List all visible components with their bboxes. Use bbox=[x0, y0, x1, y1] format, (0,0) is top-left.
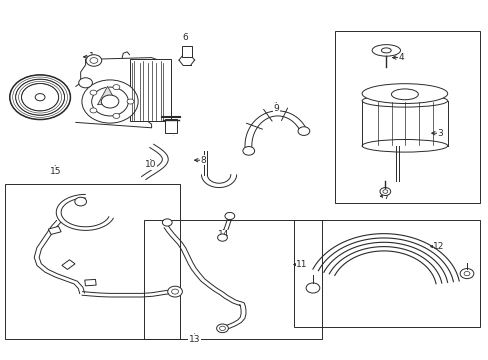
Circle shape bbox=[243, 147, 254, 155]
Text: 13: 13 bbox=[188, 335, 200, 343]
Text: 10: 10 bbox=[144, 161, 156, 169]
Text: 1: 1 bbox=[89, 52, 95, 61]
Ellipse shape bbox=[361, 94, 447, 107]
Circle shape bbox=[10, 75, 70, 120]
Polygon shape bbox=[98, 86, 117, 104]
Ellipse shape bbox=[92, 87, 128, 116]
Ellipse shape bbox=[390, 89, 418, 100]
Bar bbox=[294, 220, 479, 327]
Circle shape bbox=[219, 326, 225, 330]
Text: 5: 5 bbox=[170, 125, 176, 134]
Ellipse shape bbox=[82, 80, 138, 123]
Bar bbox=[182, 46, 191, 57]
Bar bbox=[48, 226, 61, 234]
Circle shape bbox=[113, 85, 120, 90]
Text: 4: 4 bbox=[397, 53, 403, 62]
Bar bbox=[84, 279, 96, 286]
Circle shape bbox=[297, 127, 309, 135]
Polygon shape bbox=[76, 58, 171, 128]
Text: 8: 8 bbox=[200, 156, 205, 165]
Text: 3: 3 bbox=[436, 129, 442, 138]
Circle shape bbox=[127, 99, 134, 104]
Circle shape bbox=[217, 234, 227, 241]
Circle shape bbox=[75, 197, 86, 206]
Circle shape bbox=[101, 95, 119, 108]
Circle shape bbox=[382, 190, 387, 193]
Text: 9: 9 bbox=[273, 104, 279, 112]
Circle shape bbox=[90, 58, 98, 63]
Circle shape bbox=[379, 188, 390, 195]
Bar bbox=[165, 119, 177, 133]
Ellipse shape bbox=[361, 139, 447, 152]
Circle shape bbox=[224, 212, 234, 220]
Ellipse shape bbox=[371, 45, 400, 56]
Circle shape bbox=[459, 269, 473, 279]
Text: 2: 2 bbox=[28, 102, 34, 111]
Bar bbox=[62, 260, 75, 269]
Circle shape bbox=[79, 78, 92, 88]
Text: 15: 15 bbox=[49, 166, 61, 175]
Circle shape bbox=[21, 84, 59, 111]
Circle shape bbox=[16, 79, 64, 115]
Text: 12: 12 bbox=[432, 242, 444, 251]
Ellipse shape bbox=[361, 84, 447, 104]
Bar bbox=[144, 220, 321, 339]
Circle shape bbox=[167, 286, 182, 297]
Circle shape bbox=[113, 113, 120, 118]
Circle shape bbox=[90, 90, 97, 95]
Circle shape bbox=[305, 283, 319, 293]
Ellipse shape bbox=[381, 48, 390, 53]
Text: 14: 14 bbox=[217, 230, 229, 239]
Text: 11: 11 bbox=[296, 260, 307, 269]
Circle shape bbox=[216, 324, 228, 333]
Text: 6: 6 bbox=[182, 33, 187, 42]
Bar bbox=[129, 59, 171, 121]
Bar bbox=[334, 31, 479, 203]
Circle shape bbox=[463, 271, 469, 276]
Bar bbox=[5, 184, 180, 339]
Circle shape bbox=[171, 289, 178, 294]
Text: 7: 7 bbox=[383, 192, 388, 201]
Circle shape bbox=[35, 94, 45, 101]
Circle shape bbox=[90, 108, 97, 113]
Circle shape bbox=[162, 219, 172, 226]
Circle shape bbox=[86, 55, 102, 66]
